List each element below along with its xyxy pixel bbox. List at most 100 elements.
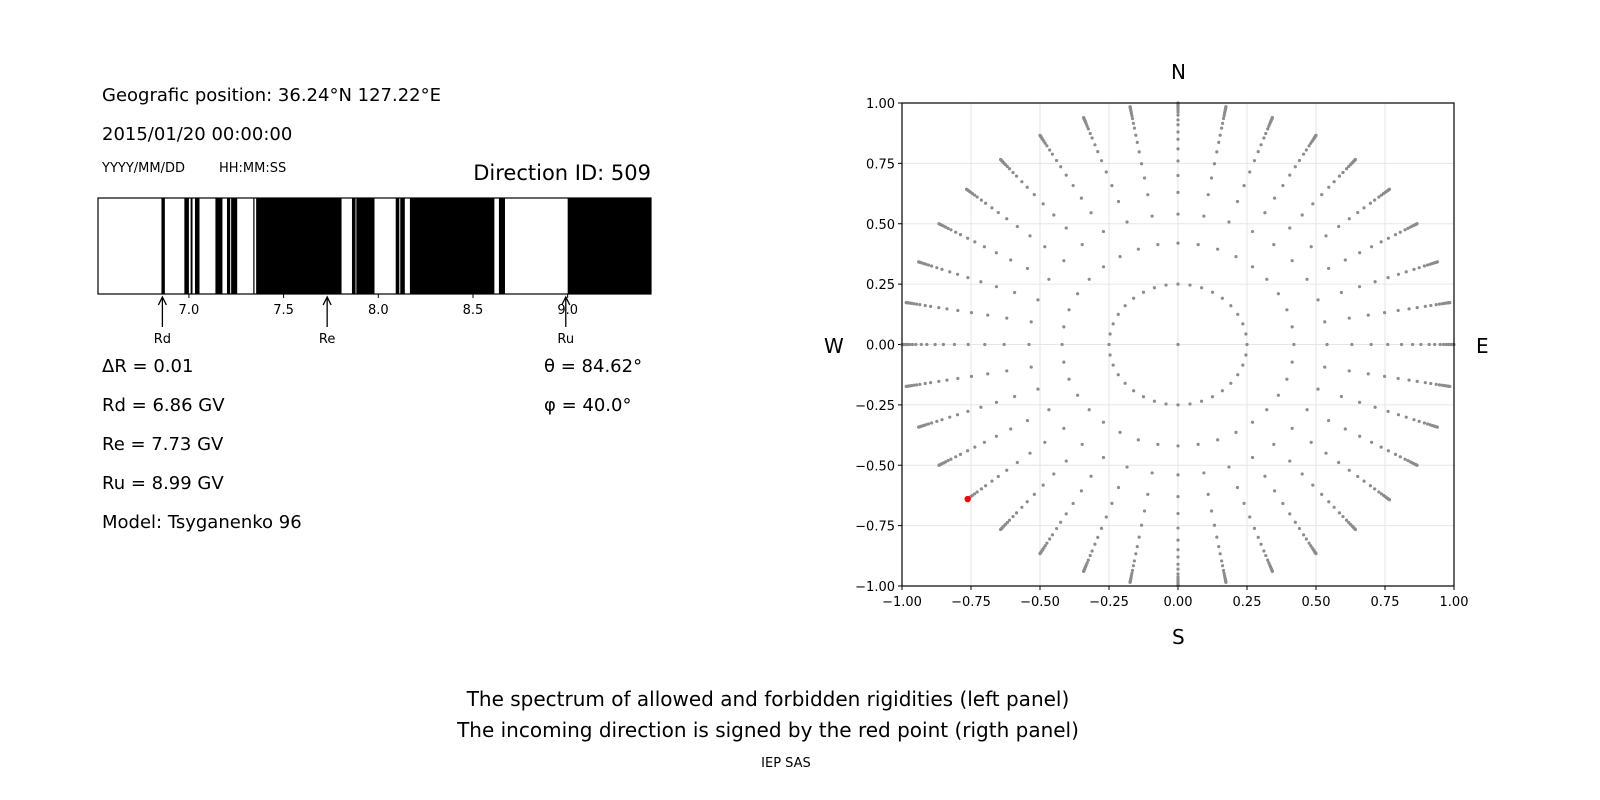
direction-dot xyxy=(1013,394,1017,399)
direction-dot xyxy=(1344,167,1349,171)
direction-dot xyxy=(1090,549,1094,553)
direction-dot xyxy=(1266,127,1270,131)
direction-dot xyxy=(1358,251,1362,255)
direction-dot xyxy=(1304,537,1308,541)
direction-dot xyxy=(1025,418,1030,423)
direction-dot xyxy=(1288,459,1292,463)
forbidden-band xyxy=(567,198,651,294)
direction-dot xyxy=(1082,115,1086,120)
direction-dot xyxy=(1320,492,1324,496)
direction-dot xyxy=(1156,442,1160,446)
direction-dot xyxy=(1433,342,1437,347)
direction-dot xyxy=(956,376,960,381)
direction-dot xyxy=(1013,290,1017,295)
direction-dot xyxy=(1358,434,1362,438)
direction-dot xyxy=(1032,193,1036,197)
direction-dot xyxy=(1437,302,1442,306)
direction-dot xyxy=(1116,485,1121,490)
direction-dot xyxy=(1398,455,1402,459)
direction-dot xyxy=(1241,322,1245,326)
direction-dot xyxy=(1176,572,1180,576)
direction-dot xyxy=(1337,224,1341,229)
direction-dot xyxy=(929,381,933,385)
direction-dot xyxy=(1125,220,1129,224)
direction-dot xyxy=(958,233,963,237)
direction-dot xyxy=(1076,292,1080,296)
direction-dot xyxy=(1386,342,1390,347)
forbidden-band xyxy=(351,198,356,294)
direction-dot xyxy=(1288,226,1292,230)
direction-dot xyxy=(1196,243,1200,247)
direction-dot xyxy=(1429,303,1433,308)
direction-dot xyxy=(1202,214,1206,218)
direction-dot xyxy=(1259,143,1263,147)
direction-dot xyxy=(1250,420,1255,424)
direction-dot xyxy=(1265,408,1269,412)
direction-dot xyxy=(1242,184,1246,188)
direction-dot xyxy=(1387,498,1392,502)
direction-dot xyxy=(1377,490,1381,494)
direction-dot xyxy=(1005,369,1009,373)
direction-dot xyxy=(1142,509,1147,513)
marker-label-re: Re xyxy=(319,332,335,347)
direction-dot xyxy=(1216,438,1220,442)
direction-dot xyxy=(949,457,953,461)
direction-dot xyxy=(1382,311,1387,315)
direction-dot xyxy=(1199,286,1204,290)
direction-dot xyxy=(1368,201,1372,205)
direction-dot xyxy=(937,463,941,467)
direction-dot xyxy=(973,240,977,244)
direction-dot xyxy=(1366,313,1370,317)
direction-dot xyxy=(1130,568,1135,573)
direction-dot xyxy=(933,342,937,347)
direction-dot xyxy=(1139,162,1144,166)
forbidden-band xyxy=(395,198,400,294)
direction-dot xyxy=(1362,206,1366,210)
direction-dot xyxy=(1176,137,1180,141)
direction-dot xyxy=(1221,116,1226,121)
direction-dot xyxy=(1441,342,1446,347)
direction-dot xyxy=(1052,213,1056,217)
direction-dot xyxy=(1108,332,1112,336)
direction-dot xyxy=(1064,512,1068,516)
direction-dot xyxy=(914,342,918,347)
direction-dot xyxy=(1096,535,1100,539)
direction-dot xyxy=(923,303,927,308)
direction-dot xyxy=(1209,176,1214,180)
direction-dot xyxy=(1290,259,1294,263)
direction-dot xyxy=(1220,559,1224,563)
direction-dot xyxy=(984,201,988,205)
direction-dot xyxy=(1435,425,1439,429)
direction-dot xyxy=(1134,552,1138,556)
direction-dot xyxy=(1412,267,1416,271)
direction-dot xyxy=(1093,542,1097,546)
direction-dot xyxy=(979,487,983,491)
direction-dot xyxy=(1305,408,1309,412)
direction-dot xyxy=(1054,158,1059,163)
direction-dot xyxy=(1176,110,1180,114)
direction-dot xyxy=(1176,173,1180,178)
direction-dot xyxy=(1337,511,1342,515)
direction-dot xyxy=(1327,500,1331,504)
direction-dot xyxy=(1131,121,1136,125)
direction-dot xyxy=(1176,130,1180,134)
direction-dot xyxy=(1241,363,1245,367)
direction-dot xyxy=(1300,213,1304,217)
direction-dot xyxy=(1176,212,1180,216)
direction-dot xyxy=(1209,509,1214,513)
direction-dot xyxy=(1206,492,1210,496)
direction-dot xyxy=(918,382,922,386)
direction-dot xyxy=(1339,290,1343,295)
direction-dot xyxy=(1089,474,1093,478)
direction-dot xyxy=(1101,229,1106,234)
direction-dot xyxy=(926,263,931,267)
arrow-head-icon xyxy=(322,295,332,306)
direction-dot xyxy=(1252,526,1257,530)
x-tick-label: −0.25 xyxy=(1089,595,1129,610)
direction-dot xyxy=(1079,196,1083,200)
direction-dot xyxy=(1176,241,1180,245)
direction-dot xyxy=(1393,452,1398,456)
direction-dot xyxy=(1423,304,1427,308)
direction-dot xyxy=(1067,308,1071,312)
direction-dot xyxy=(1417,419,1421,423)
